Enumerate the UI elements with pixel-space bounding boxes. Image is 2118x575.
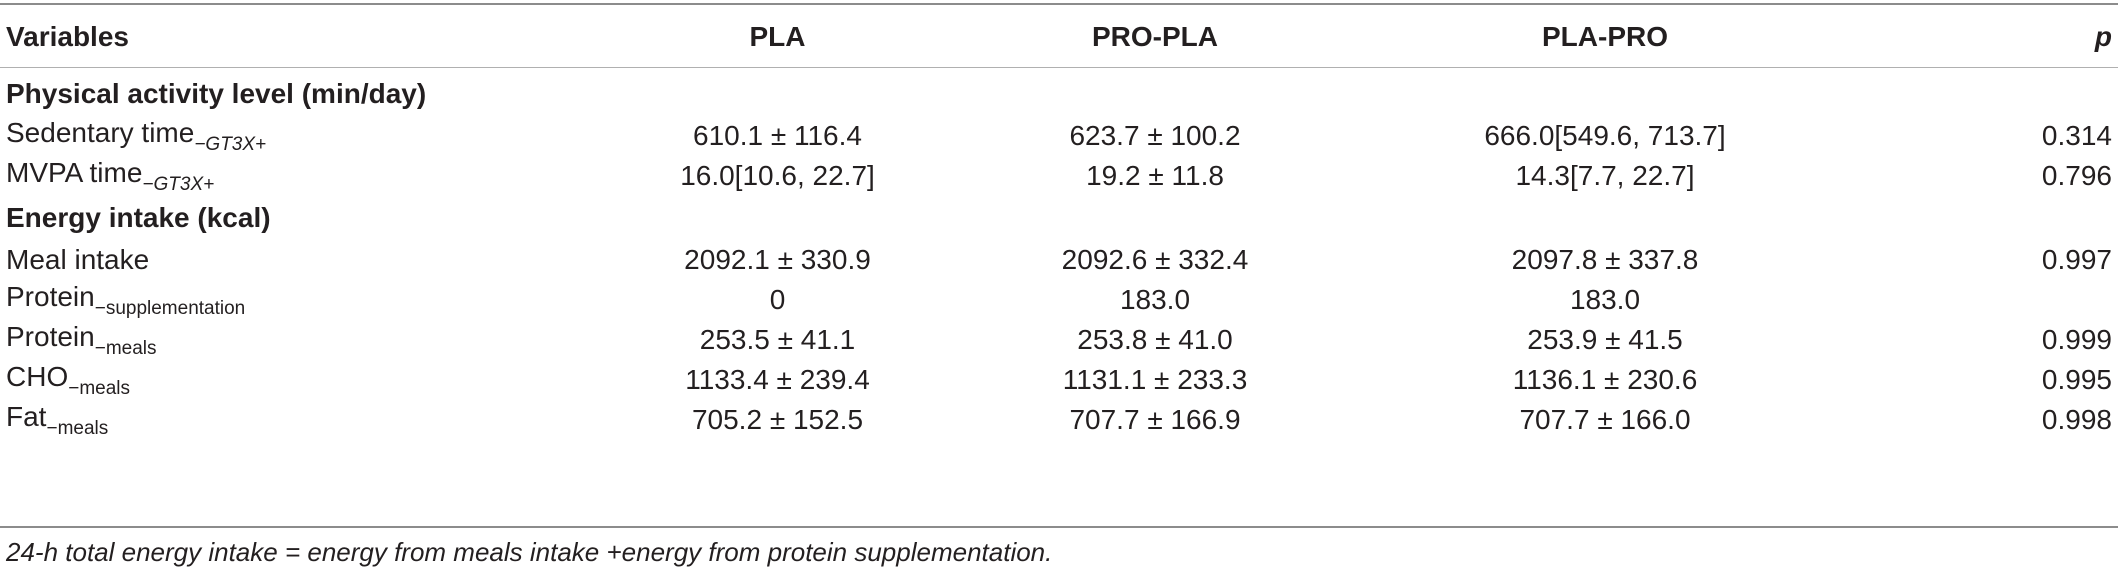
row-variable-cell: Protein−supplementation bbox=[0, 280, 600, 320]
table-bottom-rule bbox=[0, 526, 2118, 528]
header-variables: Variables bbox=[6, 21, 129, 52]
table-row: Protein−supplementation 0 183.0 183.0 bbox=[0, 280, 2118, 320]
table-body: Physical activity level (min/day) Sedenta… bbox=[0, 68, 2118, 440]
cell-pla: 253.5 ± 41.1 bbox=[699, 324, 856, 355]
row-variable-subscript: −meals bbox=[46, 417, 109, 439]
row-variable-subscript: −supplementation bbox=[94, 297, 246, 319]
cell-pro-pla: 623.7 ± 100.2 bbox=[1069, 120, 1241, 151]
section-header-row: Energy intake (kcal) bbox=[0, 196, 2118, 240]
section-title: Energy intake (kcal) bbox=[6, 202, 271, 233]
cell-pla: 1133.4 ± 239.4 bbox=[685, 364, 870, 395]
header-p-value: p bbox=[2094, 21, 2112, 52]
row-variable-cell: MVPA time−GT3X+ bbox=[0, 156, 600, 196]
row-variable-label: Sedentary time bbox=[6, 116, 195, 148]
cell-p-value: 0.998 bbox=[2041, 404, 2112, 435]
cell-p-value: 0.314 bbox=[2041, 120, 2112, 151]
row-variable-label: Meal intake bbox=[6, 244, 150, 275]
cell-pla-pro: 183.0 bbox=[1569, 284, 1641, 315]
cell-p-value: 0.999 bbox=[2041, 324, 2112, 355]
cell-p-value bbox=[1855, 280, 2118, 320]
row-variable-subscript: −meals bbox=[68, 377, 131, 399]
cell-pro-pla: 707.7 ± 166.9 bbox=[1069, 404, 1241, 435]
row-variable-label: Protein bbox=[6, 280, 95, 312]
table-header-rule bbox=[0, 67, 2118, 68]
cell-p-value: 0.997 bbox=[2041, 244, 2112, 275]
cell-pla-pro: 2097.8 ± 337.8 bbox=[1511, 244, 1699, 275]
cell-pla: 705.2 ± 152.5 bbox=[691, 404, 864, 435]
header-pro-pla: PRO-PLA bbox=[1092, 21, 1218, 52]
row-variable-label: Fat bbox=[6, 400, 47, 432]
header-pla: PLA bbox=[749, 21, 806, 52]
section-header-row: Physical activity level (min/day) bbox=[0, 68, 2118, 116]
cell-p-value: 0.796 bbox=[2041, 160, 2112, 191]
row-variable-cell: Protein−meals bbox=[0, 320, 600, 360]
cell-pla: 16.0[10.6, 22.7] bbox=[680, 160, 875, 191]
row-variable-label: Protein bbox=[6, 320, 95, 352]
header-row: Variables PLA PRO-PLA PLA-PRO p bbox=[0, 6, 2118, 68]
cell-pro-pla: 253.8 ± 41.0 bbox=[1077, 324, 1233, 355]
row-variable-cell: Fat−meals bbox=[0, 400, 600, 440]
cell-pro-pla: 2092.6 ± 332.4 bbox=[1061, 244, 1249, 275]
row-variable-cell: Meal intake bbox=[0, 240, 600, 280]
table-row: Meal intake 2092.1 ± 330.9 2092.6 ± 332.4 2… bbox=[0, 240, 2118, 280]
cell-p-value: 0.995 bbox=[2041, 364, 2112, 395]
header-pla-pro: PLA-PRO bbox=[1542, 21, 1668, 52]
cell-pla-pro: 253.9 ± 41.5 bbox=[1527, 324, 1683, 355]
cell-pla: 0 bbox=[769, 284, 786, 315]
cell-pla-pro: 707.7 ± 166.0 bbox=[1519, 404, 1691, 435]
table-header: Variables PLA PRO-PLA PLA-PRO p bbox=[0, 6, 2118, 68]
cell-pla: 610.1 ± 116.4 bbox=[693, 120, 862, 151]
table-row: CHO−meals 1133.4 ± 239.4 1131.1 ± 233.3 113… bbox=[0, 360, 2118, 400]
table-row: Protein−meals 253.5 ± 41.1 253.8 ± 41.0 253… bbox=[0, 320, 2118, 360]
row-variable-subscript: −GT3X+ bbox=[194, 133, 267, 155]
cell-pla-pro: 1136.1 ± 230.6 bbox=[1512, 364, 1698, 395]
data-table: Variables PLA PRO-PLA PLA-PRO p Physical… bbox=[0, 6, 2118, 440]
row-variable-subscript: −GT3X+ bbox=[142, 173, 215, 195]
table-row: MVPA time−GT3X+ 16.0[10.6, 22.7] 19.2 ± 11… bbox=[0, 156, 2118, 196]
table-footnote: 24-h total energy intake = energy from m… bbox=[6, 537, 1053, 567]
cell-pla-pro: 14.3[7.7, 22.7] bbox=[1515, 160, 1695, 191]
row-variable-cell: Sedentary time−GT3X+ bbox=[0, 116, 600, 156]
cell-pro-pla: 1131.1 ± 233.3 bbox=[1062, 364, 1248, 395]
row-variable-label: CHO bbox=[6, 360, 69, 392]
table-row: Fat−meals 705.2 ± 152.5 707.7 ± 166.9 707.7… bbox=[0, 400, 2118, 440]
row-variable-subscript: −meals bbox=[94, 337, 157, 359]
row-variable-cell: CHO−meals bbox=[0, 360, 600, 400]
table-top-rule bbox=[0, 3, 2118, 5]
cell-pla: 2092.1 ± 330.9 bbox=[684, 244, 871, 275]
table-row: Sedentary time−GT3X+ 610.1 ± 116.4 623.7 ±… bbox=[0, 116, 2118, 156]
row-variable-label: MVPA time bbox=[6, 156, 143, 188]
section-title: Physical activity level (min/day) bbox=[6, 78, 427, 109]
cell-pro-pla: 183.0 bbox=[1119, 284, 1191, 315]
cell-pla-pro: 666.0[549.6, 713.7] bbox=[1484, 120, 1726, 151]
cell-pro-pla: 19.2 ± 11.8 bbox=[1086, 160, 1224, 191]
